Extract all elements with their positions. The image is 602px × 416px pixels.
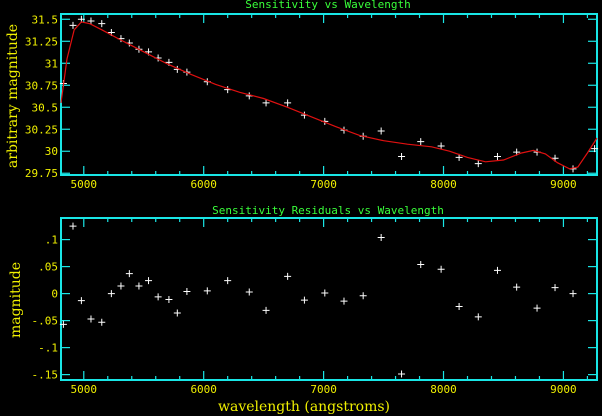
bottom-data-point (135, 282, 143, 290)
bottom-data-point (513, 283, 521, 291)
top-data-point (591, 145, 599, 153)
top-y-axis-label: arbitrary magnitude (5, 24, 21, 168)
bottom-data-point (533, 304, 541, 312)
top-y-tick-label: 31.5 (32, 13, 59, 26)
bottom-data-point (437, 265, 445, 273)
top-data-point (417, 138, 425, 146)
bottom-data-point (398, 370, 406, 378)
top-plot-frame (60, 13, 598, 176)
x-axis-label: wavelength (angstroms) (218, 399, 390, 415)
bottom-x-tick-label: 7000 (310, 383, 337, 396)
bottom-data-point (77, 297, 85, 305)
top-data-point (437, 142, 445, 150)
top-data-point (474, 160, 482, 168)
top-x-tick-label: 7000 (310, 178, 337, 191)
top-y-tick-label: 30 (45, 145, 58, 158)
bottom-data-point (493, 266, 501, 274)
top-x-tick-label: 9000 (550, 178, 577, 191)
bottom-y-tick-label: .1 (45, 234, 58, 247)
top-plot-marks: 5000 6000 7000 8000 9000 29.75 30 30.25 30.5 30.7… (25, 13, 599, 191)
bottom-data-point (183, 287, 191, 295)
top-y-tick-label: 29.75 (25, 167, 58, 180)
bottom-data-point (173, 309, 181, 317)
bottom-chart-title: Sensitivity Residuals vs Wavelength (212, 204, 444, 217)
bottom-data-point (359, 292, 367, 300)
bottom-y-tick-label: -.1 (38, 342, 58, 355)
bottom-data-point (551, 284, 559, 292)
top-data-point (98, 20, 106, 28)
top-chart-title: Sensitivity vs Wavelength (245, 0, 411, 11)
bottom-data-point (59, 320, 67, 328)
top-data-point (398, 153, 406, 161)
bottom-data-point (224, 277, 232, 285)
bottom-data-point (203, 287, 211, 295)
bottom-x-tick-label: 6000 (190, 383, 217, 396)
bottom-data-point (69, 222, 77, 230)
top-x-tick-label: 6000 (190, 178, 217, 191)
bottom-data-point (417, 260, 425, 268)
bottom-data-point (340, 297, 348, 305)
bottom-y-tick-label: -.15 (32, 369, 59, 382)
bottom-data-point (455, 303, 463, 311)
top-fit-curve (60, 21, 598, 170)
bottom-y-tick-label: -.05 (32, 315, 59, 328)
top-data-point (69, 21, 77, 29)
bottom-data-point (154, 293, 162, 301)
top-data-point (87, 17, 95, 25)
top-y-tick-label: 30.75 (25, 79, 58, 92)
top-x-tick-label: 8000 (430, 178, 457, 191)
top-y-tick-label: 30.25 (25, 123, 58, 136)
bottom-data-point (145, 277, 153, 285)
top-y-tick-label: 31.25 (25, 35, 58, 48)
bottom-data-point (569, 290, 577, 298)
top-data-point (284, 99, 292, 107)
bottom-data-point (87, 315, 95, 323)
top-data-point (377, 127, 385, 135)
bottom-data-point (117, 282, 125, 290)
bottom-x-tick-label: 8000 (430, 383, 457, 396)
bottom-data-point (107, 290, 115, 298)
top-y-tick-label: 31 (45, 57, 58, 70)
bottom-data-point (125, 270, 133, 278)
bottom-data-point (377, 233, 385, 241)
bottom-data-point (321, 289, 329, 297)
bottom-y-tick-label: .05 (38, 261, 58, 274)
bottom-y-tick-label: 0 (51, 288, 58, 301)
top-x-tick-label: 5000 (71, 178, 98, 191)
bottom-data-point (165, 296, 173, 304)
bottom-y-axis-label: magnitude (8, 262, 24, 338)
bottom-x-tick-label: 9000 (550, 383, 577, 396)
bottom-data-point (245, 288, 253, 296)
top-data-point (262, 99, 270, 107)
bottom-plot-frame (60, 217, 598, 381)
bottom-data-point (262, 306, 270, 314)
bottom-data-point (474, 313, 482, 321)
bottom-data-point (98, 318, 106, 326)
top-data-point (493, 153, 501, 161)
bottom-data-point (300, 296, 308, 304)
top-y-tick-label: 30.5 (32, 101, 59, 114)
bottom-x-tick-label: 5000 (71, 383, 98, 396)
bottom-data-point (284, 272, 292, 280)
bottom-plot-marks: 5000 6000 7000 8000 9000 .1 .05 0 -.05 -.1 -.15 (32, 218, 597, 396)
